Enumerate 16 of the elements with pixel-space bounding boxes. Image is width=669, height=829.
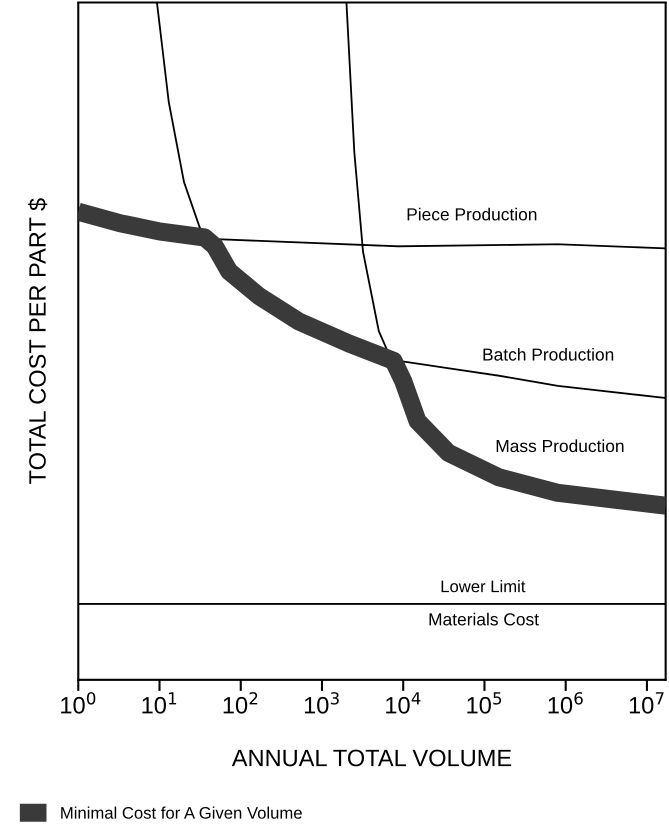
- annotation: Materials Cost: [430, 612, 539, 626]
- x-tick-label: 10$^{7}$: [630, 692, 664, 714]
- y-axis-title: TOTAL COST PER PART $: [28, 198, 48, 484]
- annotation: Mass Production: [496, 439, 624, 452]
- x-tick-label: 10$^{4}$: [386, 692, 420, 714]
- x-axis-title: ANNUAL TOTAL VOLUME: [232, 750, 512, 766]
- x-tick-label: 10$^{0}$: [61, 692, 96, 714]
- annotation: Batch Production: [484, 348, 614, 361]
- annotation: Piece Production: [408, 208, 536, 220]
- x-tick-label: 10$^{5}$: [467, 692, 502, 714]
- x-tick-label: 10$^{2}$: [224, 692, 258, 714]
- x-tick-label: 10$^{1}$: [142, 692, 176, 714]
- x-tick-label: 10$^{6}$: [548, 692, 583, 714]
- ref-line-label: Lower Limit: [442, 580, 526, 592]
- legend-label: Minimal Cost for A Given Volume: [61, 806, 302, 819]
- x-tick-label: 10$^{3}$: [304, 692, 339, 714]
